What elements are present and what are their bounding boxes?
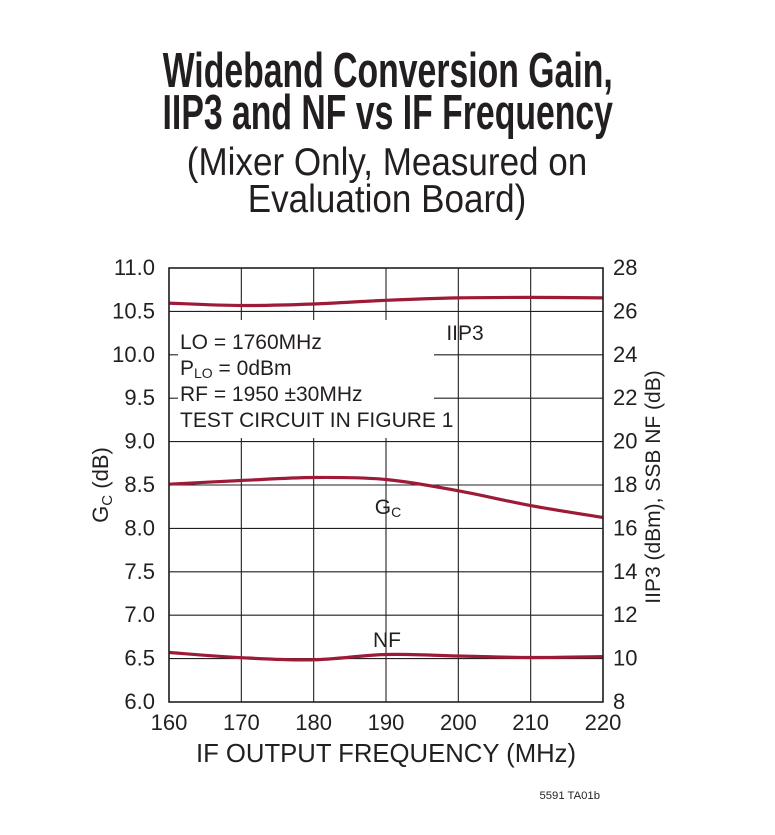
svg-text:190: 190 (368, 710, 405, 735)
svg-text:20: 20 (613, 429, 637, 454)
svg-text:7.5: 7.5 (124, 559, 155, 584)
svg-text:26: 26 (613, 298, 637, 323)
svg-text:14: 14 (613, 559, 637, 584)
svg-text:IF OUTPUT FREQUENCY (MHz): IF OUTPUT FREQUENCY (MHz) (196, 740, 576, 768)
svg-text:10.5: 10.5 (112, 298, 155, 323)
svg-text:9.5: 9.5 (124, 385, 155, 410)
svg-text:16: 16 (613, 515, 637, 540)
svg-text:200: 200 (440, 710, 477, 735)
svg-text:220: 220 (585, 710, 622, 735)
svg-text:TEST CIRCUIT IN FIGURE 1: TEST CIRCUIT IN FIGURE 1 (180, 409, 453, 432)
svg-text:GC (dB): GC (dB) (88, 447, 116, 523)
svg-text:RF = 1950 ±30MHz: RF = 1950 ±30MHz (180, 383, 363, 406)
svg-text:24: 24 (613, 342, 637, 367)
svg-text:9.0: 9.0 (124, 429, 155, 454)
svg-text:5591 TA01b: 5591 TA01b (539, 790, 600, 802)
svg-text:8.0: 8.0 (124, 515, 155, 540)
svg-text:210: 210 (512, 710, 549, 735)
svg-text:6.5: 6.5 (124, 646, 155, 671)
svg-text:IIP3 (dBm), SSB NF (dB): IIP3 (dBm), SSB NF (dB) (642, 370, 665, 603)
svg-text:170: 170 (223, 710, 260, 735)
svg-text:22: 22 (613, 385, 637, 410)
svg-text:IIP3: IIP3 (446, 322, 483, 345)
svg-text:7.0: 7.0 (124, 602, 155, 627)
svg-text:28: 28 (613, 255, 637, 280)
svg-text:GC: GC (375, 496, 401, 520)
svg-text:NF: NF (373, 629, 401, 652)
svg-text:10: 10 (613, 646, 637, 671)
svg-text:8.5: 8.5 (124, 472, 155, 497)
svg-text:18: 18 (613, 472, 637, 497)
svg-text:160: 160 (151, 710, 188, 735)
svg-text:10.0: 10.0 (112, 342, 155, 367)
svg-text:LO = 1760MHz: LO = 1760MHz (180, 331, 322, 354)
svg-text:12: 12 (613, 602, 637, 627)
svg-text:11.0: 11.0 (114, 255, 155, 280)
svg-text:180: 180 (295, 710, 332, 735)
